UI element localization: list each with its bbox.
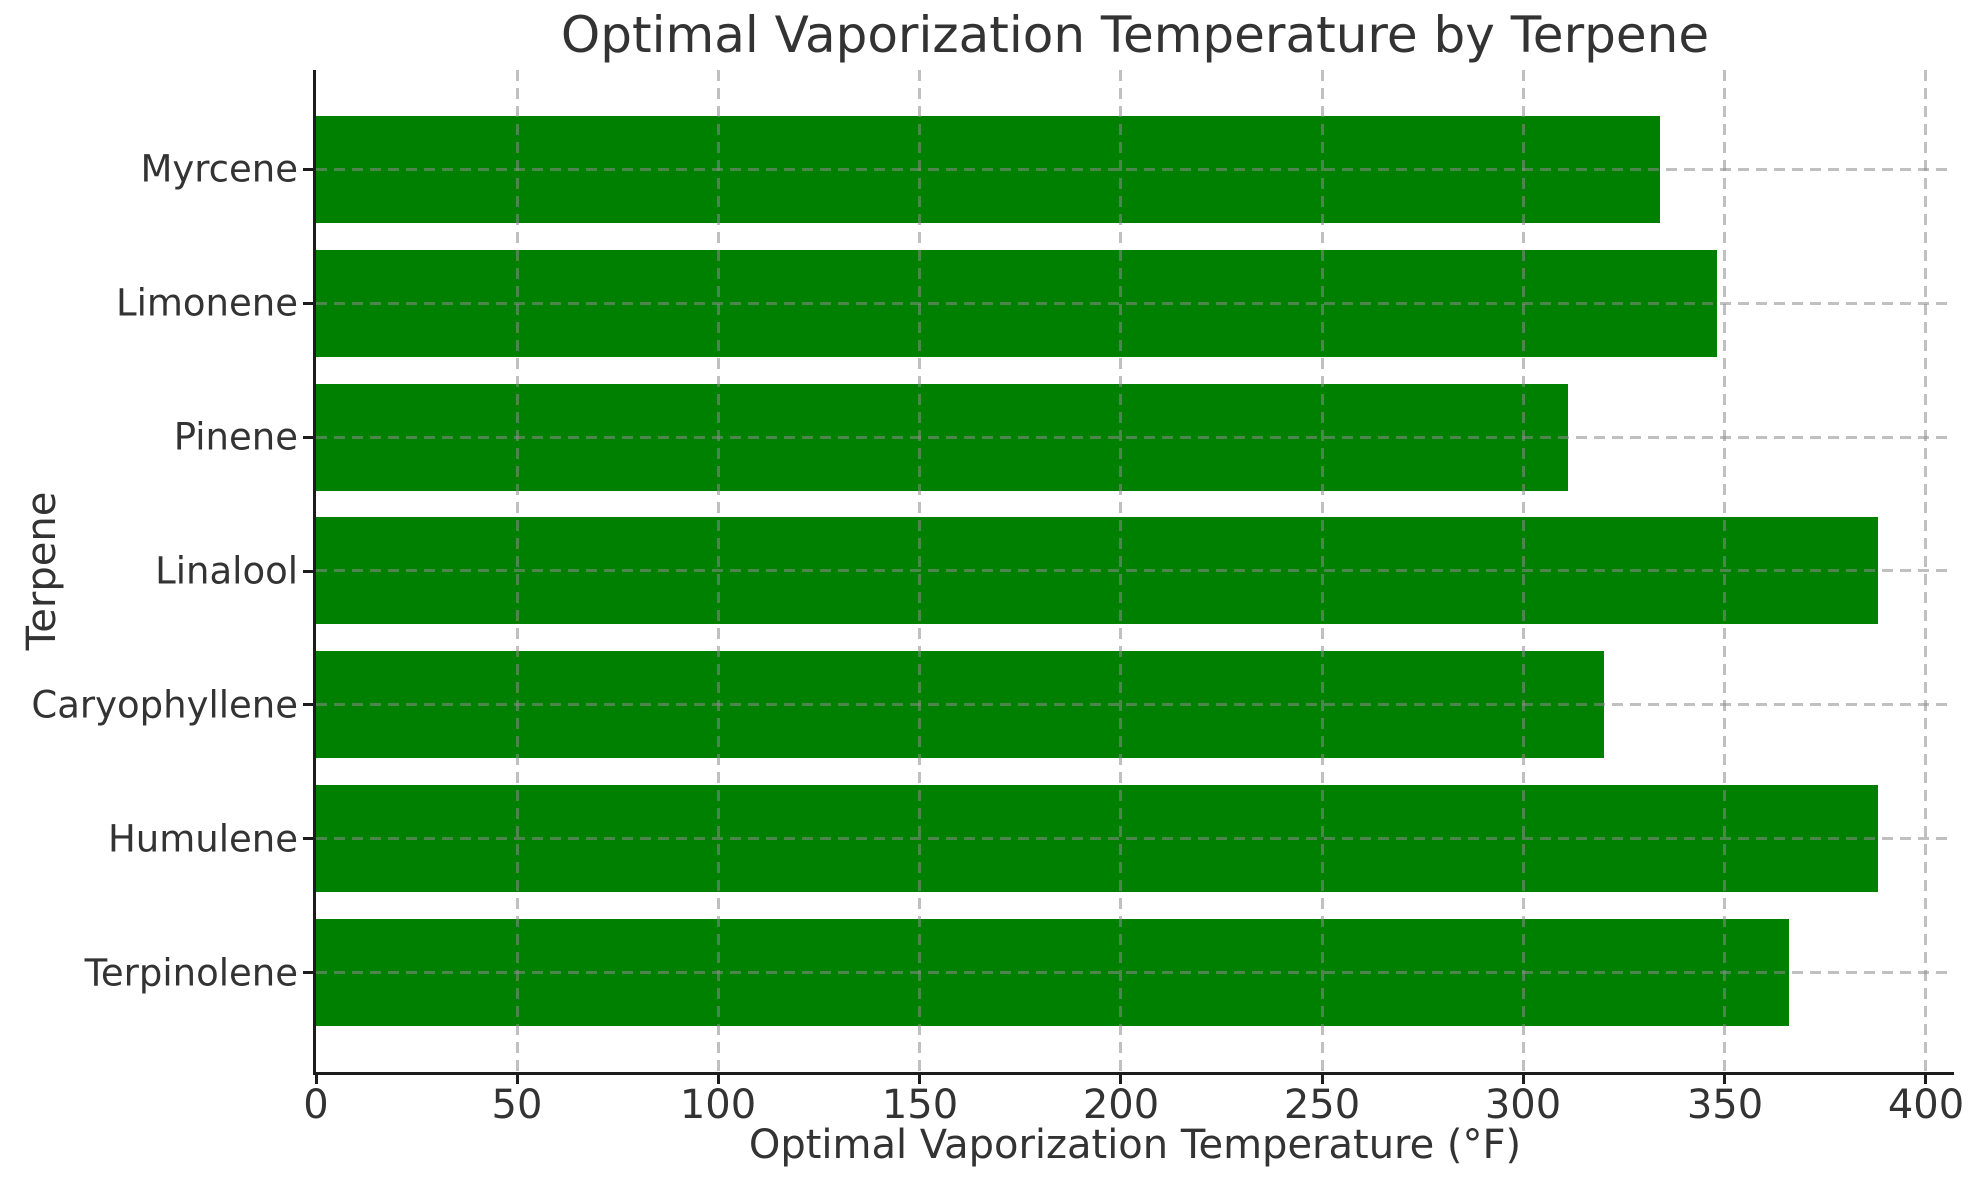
x-tick-label: 50 (491, 1082, 543, 1128)
x-tick-label: 400 (1887, 1082, 1965, 1128)
y-axis-spine (313, 70, 316, 1072)
x-tick-label: 0 (303, 1082, 329, 1128)
x-tick-mark (717, 1072, 720, 1084)
x-tick-mark (1321, 1072, 1324, 1084)
x-tick-mark (315, 1072, 318, 1084)
x-tick-mark (918, 1072, 921, 1084)
y-tick-mark (303, 971, 313, 974)
horizontal-gridline (316, 168, 1954, 171)
y-tick-mark (303, 302, 313, 305)
y-tick-mark (303, 436, 313, 439)
y-tick-label: Myrcene (140, 147, 298, 191)
y-tick-label: Caryophyllene (31, 683, 298, 727)
y-tick-label: Limonene (115, 281, 298, 325)
y-tick-label: Pinene (173, 415, 298, 459)
y-tick-mark (303, 570, 313, 573)
x-tick-label: 300 (1484, 1082, 1562, 1128)
x-tick-label: 350 (1686, 1082, 1764, 1128)
x-axis-label: Optimal Vaporization Temperature (°F) (748, 1122, 1522, 1168)
y-tick-label: Linalool (155, 549, 298, 593)
y-tick-mark (303, 837, 313, 840)
x-tick-mark (1924, 1072, 1927, 1084)
x-tick-label: 150 (881, 1082, 959, 1128)
x-tick-mark (1522, 1072, 1525, 1084)
x-tick-mark (516, 1072, 519, 1084)
x-tick-mark (1119, 1072, 1122, 1084)
x-axis-spine (313, 1072, 1954, 1075)
plot-area (313, 70, 1954, 1075)
x-tick-label: 250 (1283, 1082, 1361, 1128)
horizontal-gridline (316, 703, 1954, 706)
y-axis-label: Terpene (19, 491, 65, 651)
horizontal-gridline (316, 436, 1954, 439)
y-tick-mark (303, 703, 313, 706)
horizontal-gridline (316, 569, 1954, 572)
horizontal-gridline (316, 971, 1954, 974)
x-tick-mark (1723, 1072, 1726, 1084)
horizontal-gridline (316, 302, 1954, 305)
y-tick-mark (303, 168, 313, 171)
horizontal-gridline (316, 837, 1954, 840)
x-tick-label: 100 (679, 1082, 757, 1128)
y-tick-label: Humulene (107, 817, 298, 861)
y-tick-label: Terpinolene (84, 951, 298, 995)
x-tick-label: 200 (1082, 1082, 1160, 1128)
chart-title: Optimal Vaporization Temperature by Terp… (560, 6, 1710, 64)
